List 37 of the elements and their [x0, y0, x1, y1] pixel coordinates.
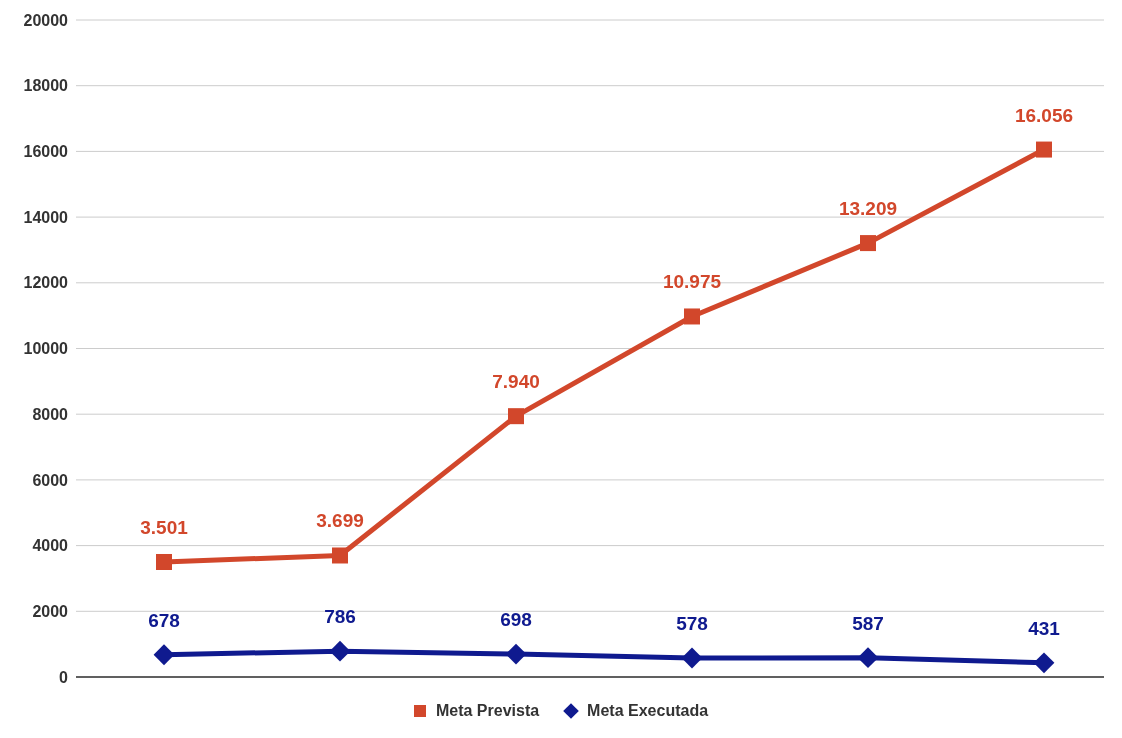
y-tick-label: 14000	[23, 208, 69, 226]
y-tick-label: 12000	[23, 274, 69, 292]
data-label: 578	[676, 613, 708, 635]
point	[153, 644, 175, 666]
data-label: 3.501	[140, 516, 189, 538]
point	[860, 235, 876, 252]
y-tick-label: 6000	[32, 471, 69, 489]
point	[329, 640, 351, 662]
point	[505, 643, 527, 665]
y-tick-label: 18000	[23, 77, 69, 95]
data-label: 678	[148, 609, 180, 631]
data-label: 10.975	[662, 271, 722, 293]
point	[1033, 652, 1055, 674]
data-label: 13.209	[838, 198, 898, 220]
data-label: 698	[500, 609, 532, 631]
data-label: 7.940	[492, 371, 540, 393]
data-label: 587	[852, 612, 884, 634]
data-label: 786	[324, 606, 356, 628]
legend-label: Meta Executada	[587, 702, 709, 720]
data-label: 3.699	[316, 510, 364, 532]
point	[1036, 141, 1052, 158]
legend-label: Meta Prevista	[435, 702, 540, 720]
y-tick-label: 8000	[32, 405, 69, 423]
y-tick-label: 2000	[32, 602, 69, 620]
y-tick-label: 16000	[23, 143, 69, 161]
point	[508, 408, 524, 425]
point	[156, 553, 172, 570]
point	[857, 647, 879, 669]
y-tick-label: 0	[59, 668, 69, 686]
y-tick-label: 10000	[23, 340, 69, 358]
y-tick-label: 4000	[32, 537, 69, 555]
point	[681, 647, 703, 669]
data-label: 431	[1028, 617, 1061, 639]
y-tick-label: 20000	[23, 11, 69, 29]
point	[684, 308, 700, 325]
data-label: 16.056	[1014, 104, 1074, 126]
point	[332, 547, 348, 564]
